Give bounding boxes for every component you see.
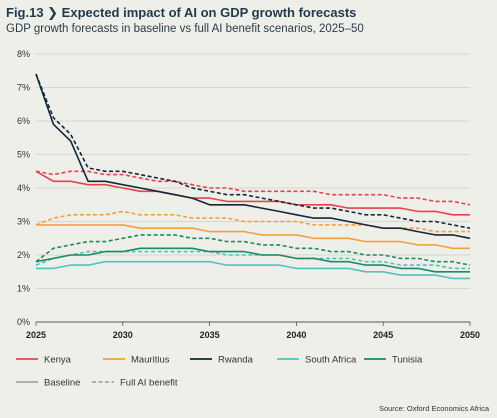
legend: Kenya Mauritius Rwanda South Africa Tunisia B… [16, 355, 423, 389]
series-line-kenya-baseline [35, 170, 470, 216]
y-tick-label: 8% [17, 49, 30, 59]
y-tick-label: 5% [17, 150, 30, 160]
y-tick-label: 0% [17, 317, 30, 327]
y-tick-label: 6% [17, 116, 30, 126]
chart-subtitle: GDP growth forecasts in baseline vs full… [6, 23, 364, 35]
legend-entry-mauritius: Mauritius [131, 355, 170, 366]
series-line-tunisia-baseline [35, 247, 470, 273]
series-line-rwanda-full-ai [35, 73, 471, 229]
legend-entry-tunisia: Tunisia [392, 355, 423, 366]
x-tick-label: 2035 [200, 330, 220, 340]
series-lines [35, 73, 471, 280]
grid-lines [36, 53, 470, 289]
legend-entry-baseline: Baseline [44, 378, 80, 389]
series-line-rwanda-baseline [35, 73, 471, 240]
y-tick-label: 7% [17, 83, 30, 93]
series-line-mauritius-baseline [36, 224, 470, 250]
series-line-tunisia-full-ai [35, 234, 471, 266]
x-tick-label: 2025 [26, 330, 46, 340]
source-note: Source: Oxford Economics Africa [378, 404, 489, 413]
legend-entry-rwanda: Rwanda [218, 355, 254, 366]
y-tick-label: 2% [17, 250, 30, 260]
y-tick-label: 1% [17, 284, 30, 294]
y-tick-label: 3% [17, 217, 30, 227]
chart-title: Fig.13 ❯ Expected impact of AI on GDP gr… [6, 5, 357, 20]
series-line-south-africa-baseline [36, 260, 470, 280]
x-tick-label: 2045 [373, 330, 393, 340]
legend-entry-kenya: Kenya [44, 355, 72, 366]
legend-entry-south-africa: South Africa [305, 355, 357, 366]
axes: 0% 1% 2% 3% 4% 5% 6% 7% 8% 2025 2030 2035 2040 2045 20… [17, 49, 480, 340]
x-tick-label: 2050 [460, 330, 480, 340]
x-tick-label: 2040 [286, 330, 306, 340]
y-tick-label: 4% [17, 183, 30, 193]
series-line-kenya-full-ai [35, 170, 471, 206]
x-tick-label: 2030 [113, 330, 133, 340]
legend-entry-full-ai-benefit: Full AI benefit [120, 378, 178, 389]
